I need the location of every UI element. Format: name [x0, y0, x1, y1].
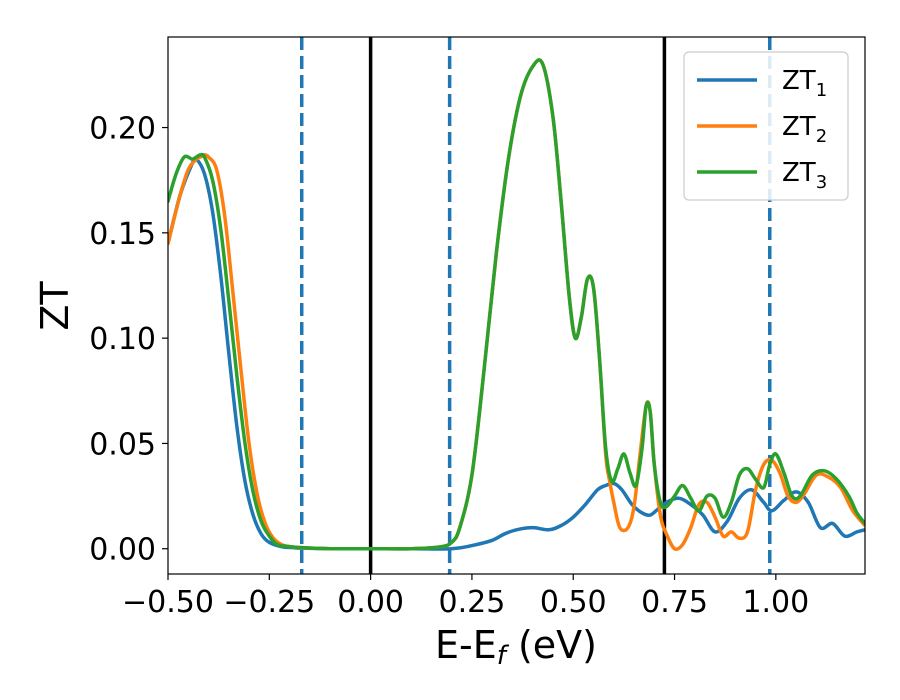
y-tick-label: 0.20 — [89, 112, 156, 147]
x-tick-label: −0.25 — [223, 585, 315, 620]
legend-label-main: ZT — [782, 158, 816, 188]
x-axis-title-unit: (eV) — [506, 623, 597, 667]
x-axis: −0.50 −0.25 0.00 0.25 0.50 0.75 1.00 — [122, 574, 809, 620]
y-tick-label: 0.05 — [89, 427, 156, 462]
legend-label-1: ZT2 — [782, 112, 827, 147]
x-tick-label: −0.50 — [122, 585, 214, 620]
y-tick-label: 0.00 — [89, 533, 156, 568]
legend-label-main: ZT — [782, 112, 816, 142]
x-tick-label: 0.50 — [540, 585, 607, 620]
y-tick-label: 0.10 — [89, 322, 156, 357]
legend-label-sub: 1 — [816, 80, 827, 101]
x-tick-label: 1.00 — [742, 585, 809, 620]
y-axis-title: ZT — [33, 281, 77, 331]
series-line-zt1 — [168, 156, 865, 551]
x-tick-label: 0.75 — [641, 585, 708, 620]
series-lines — [168, 58, 865, 552]
y-axis: 0.00 0.05 0.10 0.15 0.20 — [89, 112, 168, 568]
x-tick-label: 0.00 — [337, 585, 404, 620]
legend-label-sub: 3 — [816, 172, 827, 193]
legend-box — [683, 51, 849, 201]
reference-lines — [299, 37, 772, 574]
plot-frame — [167, 36, 866, 575]
x-tick-label: 0.25 — [439, 585, 506, 620]
legend-label-main: ZT — [782, 66, 816, 96]
x-axis-title-main: E-E — [435, 623, 497, 667]
legend-label-0: ZT1 — [782, 66, 827, 101]
y-tick-label: 0.15 — [89, 217, 156, 252]
legend-label-2: ZT3 — [782, 158, 827, 193]
x-axis-title: E-Ef (eV) — [435, 623, 597, 671]
series-line-zt3 — [168, 58, 865, 551]
legend-label-sub: 2 — [816, 126, 827, 147]
